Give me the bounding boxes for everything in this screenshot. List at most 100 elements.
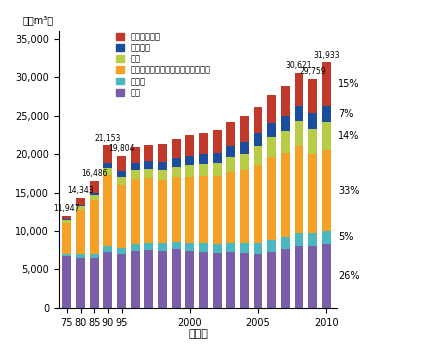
Bar [240, 252, 248, 308]
Bar [130, 251, 139, 308]
Bar [103, 162, 112, 168]
Bar [307, 79, 316, 113]
Bar [158, 170, 166, 179]
Bar [280, 116, 289, 131]
Text: 26%: 26% [338, 271, 359, 281]
Bar [144, 169, 153, 178]
Bar [158, 162, 166, 170]
Bar [280, 131, 289, 153]
Bar [185, 135, 194, 156]
Bar [294, 145, 303, 233]
Bar [267, 124, 276, 137]
Bar [226, 172, 235, 242]
Bar [307, 154, 316, 233]
Text: 29,759: 29,759 [299, 68, 325, 76]
Bar [240, 154, 248, 170]
Bar [185, 251, 194, 308]
Bar [267, 240, 276, 252]
Bar [212, 244, 221, 252]
Text: 19,804: 19,804 [108, 144, 135, 153]
Bar [62, 219, 71, 220]
Bar [158, 251, 166, 308]
Bar [117, 185, 126, 248]
Bar [226, 252, 235, 308]
Bar [76, 210, 85, 255]
Bar [199, 243, 207, 252]
X-axis label: （年）: （年） [187, 329, 207, 339]
Bar [321, 244, 330, 308]
Text: 33%: 33% [338, 185, 359, 195]
Bar [130, 244, 139, 251]
Bar [226, 146, 235, 157]
Bar [171, 139, 180, 158]
Bar [280, 153, 289, 237]
Bar [117, 255, 126, 308]
Bar [130, 179, 139, 244]
Bar [89, 181, 98, 193]
Text: 16,486: 16,486 [81, 170, 107, 178]
Bar [185, 243, 194, 251]
Bar [294, 233, 303, 246]
Bar [130, 163, 139, 170]
Bar [212, 252, 221, 308]
Bar [76, 205, 85, 206]
Bar [294, 106, 303, 121]
Bar [321, 150, 330, 231]
Bar [280, 237, 289, 250]
Bar [89, 258, 98, 308]
Bar [117, 248, 126, 255]
Bar [253, 254, 262, 308]
Bar [117, 177, 126, 185]
Bar [253, 165, 262, 243]
Text: 14%: 14% [338, 131, 359, 141]
Bar [62, 216, 71, 219]
Bar [253, 243, 262, 254]
Bar [158, 243, 166, 251]
Bar [280, 86, 289, 116]
Bar [62, 253, 71, 256]
Text: 5%: 5% [338, 233, 353, 242]
Bar [144, 161, 153, 169]
Bar [76, 198, 85, 205]
Bar [267, 95, 276, 124]
Text: 15%: 15% [338, 79, 359, 89]
Bar [130, 170, 139, 179]
Bar [240, 116, 248, 142]
Text: 14,343: 14,343 [67, 186, 94, 195]
Bar [199, 154, 207, 164]
Bar [280, 250, 289, 308]
Bar [117, 156, 126, 171]
Bar [158, 179, 166, 243]
Bar [307, 233, 316, 246]
Bar [267, 137, 276, 157]
Bar [117, 171, 126, 177]
Bar [240, 242, 248, 252]
Bar [321, 122, 330, 150]
Bar [185, 165, 194, 177]
Bar [199, 176, 207, 243]
Bar [267, 252, 276, 308]
Text: 7%: 7% [338, 109, 353, 119]
Bar [89, 195, 98, 200]
Bar [158, 144, 166, 162]
Bar [103, 168, 112, 175]
Bar [199, 133, 207, 154]
Bar [240, 142, 248, 154]
Bar [321, 231, 330, 244]
Text: 21,153: 21,153 [95, 133, 121, 143]
Bar [307, 129, 316, 154]
Bar [171, 242, 180, 250]
Bar [62, 220, 71, 223]
Bar [89, 193, 98, 195]
Bar [294, 121, 303, 145]
Bar [171, 177, 180, 242]
Bar [144, 144, 153, 161]
Bar [212, 176, 221, 244]
Bar [199, 252, 207, 308]
Bar [103, 175, 112, 246]
Bar [226, 122, 235, 146]
Bar [62, 256, 71, 308]
Bar [89, 254, 98, 258]
Bar [199, 164, 207, 176]
Text: 31,933: 31,933 [312, 51, 339, 60]
